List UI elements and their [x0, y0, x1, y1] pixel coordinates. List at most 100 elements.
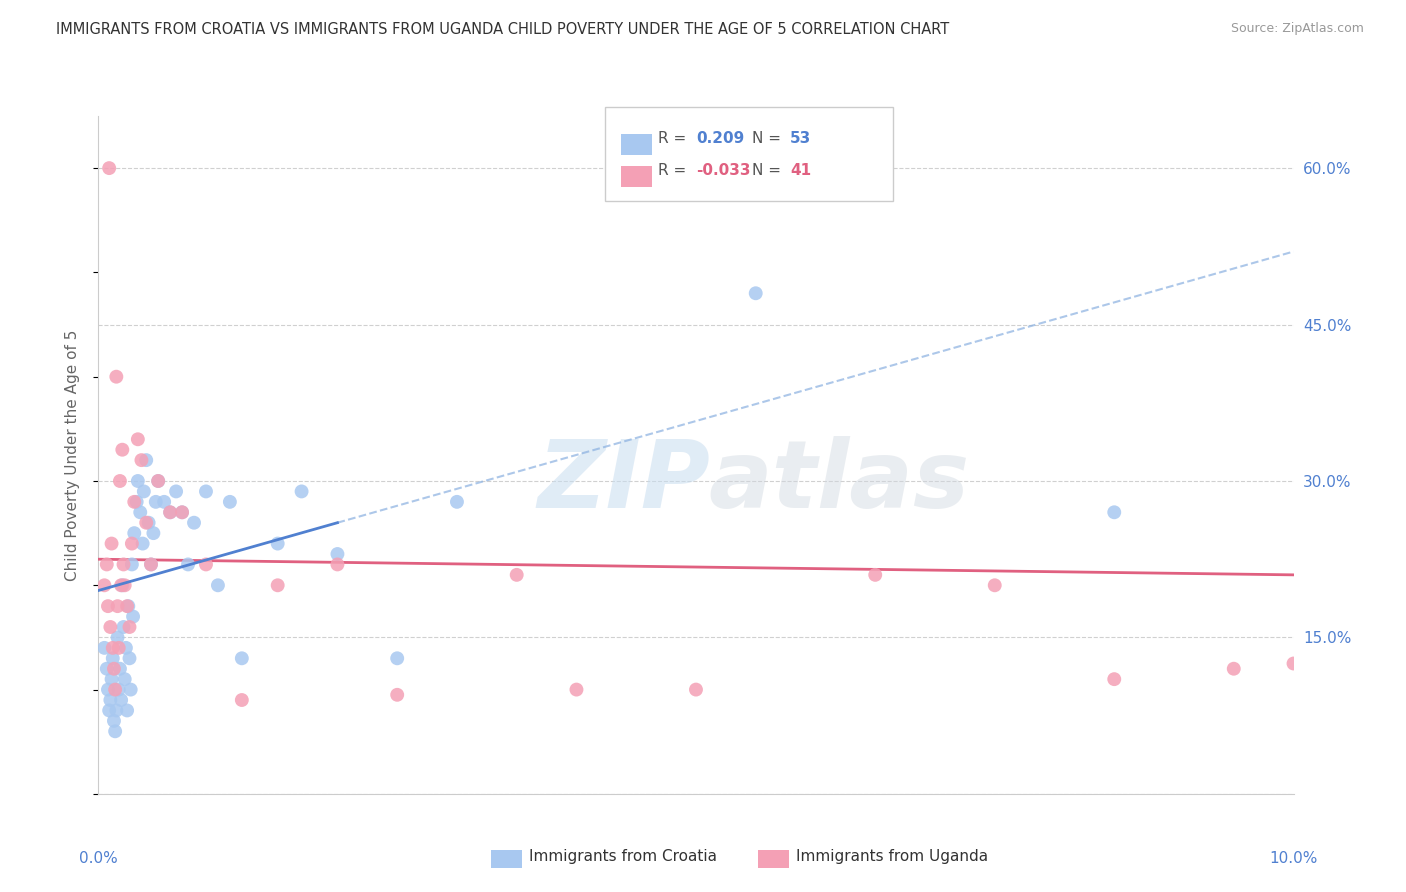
Text: 0.209: 0.209	[696, 131, 744, 146]
Point	[101, 640, 124, 655]
Point	[1102, 505, 1125, 519]
Point	[100, 693, 122, 707]
Point	[231, 693, 253, 707]
Point	[127, 474, 149, 488]
Point	[127, 432, 149, 446]
Point	[148, 474, 170, 488]
Point	[98, 161, 121, 175]
Text: R =: R =	[658, 163, 692, 178]
Point	[863, 567, 887, 582]
Text: -0.033: -0.033	[696, 163, 751, 178]
Point	[135, 453, 157, 467]
Point	[120, 682, 142, 697]
Point	[1222, 662, 1246, 676]
Text: Source: ZipAtlas.com: Source: ZipAtlas.com	[1230, 22, 1364, 36]
Text: R =: R =	[658, 131, 692, 146]
Point	[97, 682, 120, 697]
Point	[93, 578, 115, 592]
Point	[125, 495, 148, 509]
Point	[385, 688, 409, 702]
Point	[105, 369, 128, 384]
Point	[506, 567, 529, 582]
Point	[290, 484, 312, 499]
Point	[159, 505, 181, 519]
Point	[745, 286, 768, 301]
Point	[124, 526, 146, 541]
Point	[96, 558, 118, 572]
Point	[148, 474, 170, 488]
Text: Immigrants from Croatia: Immigrants from Croatia	[529, 849, 717, 864]
Y-axis label: Child Poverty Under the Age of 5: Child Poverty Under the Age of 5	[65, 329, 80, 581]
Text: N =: N =	[752, 131, 786, 146]
Point	[97, 599, 120, 614]
Text: IMMIGRANTS FROM CROATIA VS IMMIGRANTS FROM UGANDA CHILD POVERTY UNDER THE AGE OF: IMMIGRANTS FROM CROATIA VS IMMIGRANTS FR…	[56, 22, 949, 37]
Point	[195, 558, 218, 572]
Point	[105, 703, 128, 717]
Point	[110, 693, 132, 707]
Point	[108, 474, 131, 488]
Point	[117, 599, 139, 614]
Point	[112, 558, 135, 572]
Text: 10.0%: 10.0%	[1270, 851, 1317, 866]
Point	[121, 536, 143, 550]
Point	[195, 484, 218, 499]
Point	[172, 505, 194, 519]
Point	[159, 505, 181, 519]
Point	[114, 672, 136, 686]
Point	[107, 682, 129, 697]
Point	[121, 558, 143, 572]
Point	[326, 558, 349, 572]
Point	[100, 620, 122, 634]
Point	[100, 672, 122, 686]
Point	[107, 599, 129, 614]
Point	[145, 495, 167, 509]
Point	[177, 558, 200, 572]
Point	[172, 505, 194, 519]
Point	[107, 631, 129, 645]
Point	[165, 484, 187, 499]
Point	[112, 620, 135, 634]
Point	[122, 609, 145, 624]
Point	[118, 651, 141, 665]
Point	[138, 516, 160, 530]
Point	[267, 578, 290, 592]
Point	[101, 651, 124, 665]
Point	[565, 682, 588, 697]
Point	[104, 682, 127, 697]
Point	[385, 651, 409, 665]
Point	[115, 640, 138, 655]
Point	[231, 651, 253, 665]
Text: N =: N =	[752, 163, 786, 178]
Point	[267, 536, 290, 550]
Point	[98, 703, 121, 717]
Point	[108, 662, 131, 676]
Point	[124, 495, 146, 509]
Text: ZIP: ZIP	[538, 436, 710, 528]
Point	[135, 516, 157, 530]
Point	[96, 662, 118, 676]
Text: Immigrants from Uganda: Immigrants from Uganda	[796, 849, 988, 864]
Point	[1282, 657, 1305, 671]
Point	[139, 558, 162, 572]
Point	[111, 578, 134, 592]
Point	[103, 662, 125, 676]
Point	[115, 599, 138, 614]
Text: 41: 41	[790, 163, 811, 178]
Point	[132, 484, 155, 499]
Point	[131, 453, 153, 467]
Point	[446, 495, 468, 509]
Point	[114, 578, 136, 592]
Point	[104, 724, 127, 739]
Point	[1102, 672, 1125, 686]
Point	[131, 536, 153, 550]
Point	[984, 578, 1007, 592]
Text: atlas: atlas	[709, 436, 970, 528]
Point	[685, 682, 707, 697]
Point	[207, 578, 229, 592]
Text: 53: 53	[790, 131, 811, 146]
Point	[153, 495, 176, 509]
Point	[139, 558, 162, 572]
Point	[118, 620, 141, 634]
Point	[326, 547, 349, 561]
Point	[107, 640, 129, 655]
